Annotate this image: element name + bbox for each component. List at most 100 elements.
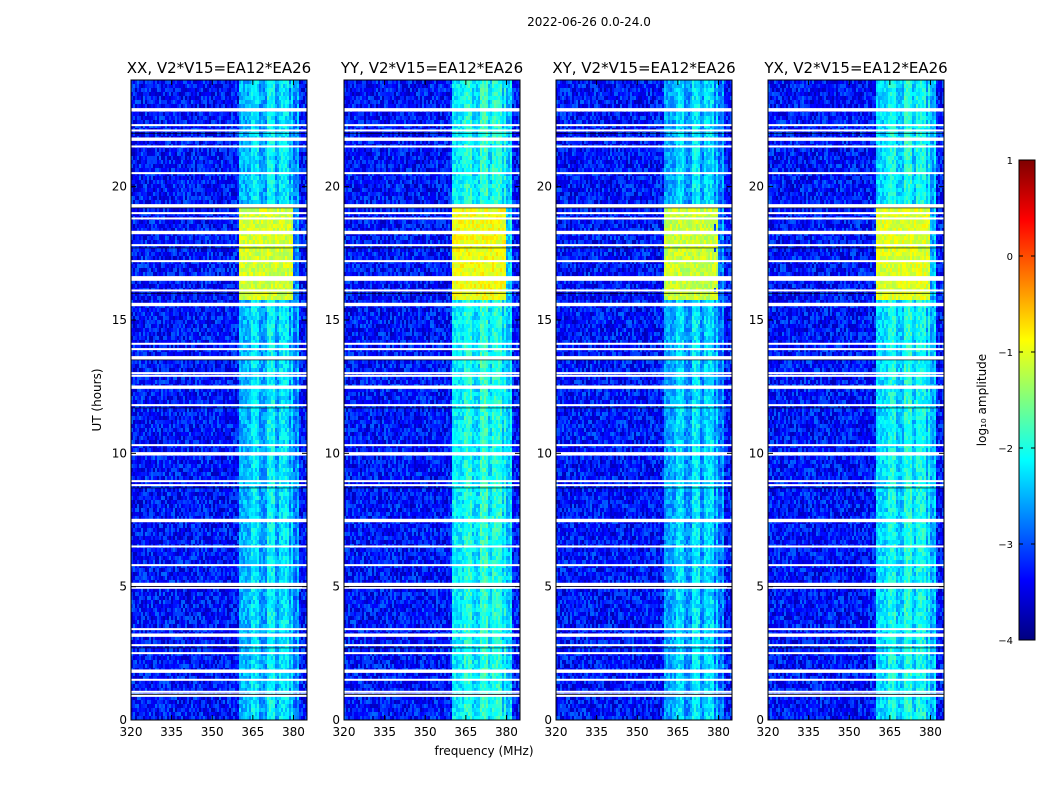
flagged-row xyxy=(131,212,307,215)
flagged-row xyxy=(768,276,944,280)
flagged-row xyxy=(344,212,520,215)
x-tick-label: 350 xyxy=(838,725,861,739)
heatmap-image xyxy=(344,80,520,720)
y-tick-label: 5 xyxy=(756,580,764,594)
flagged-row xyxy=(131,374,307,377)
flagged-row xyxy=(131,276,307,280)
flagged-row xyxy=(768,217,944,220)
x-tick-label: 335 xyxy=(585,725,608,739)
flagged-row xyxy=(768,633,944,637)
flagged-row xyxy=(131,356,307,360)
flagged-row xyxy=(768,404,944,407)
y-tick-label: 15 xyxy=(749,313,764,327)
flagged-row xyxy=(556,480,732,483)
y-tick-label: 5 xyxy=(119,580,127,594)
flagged-row xyxy=(131,137,307,141)
flagged-row xyxy=(556,628,732,631)
flagged-row xyxy=(556,644,732,647)
flagged-row xyxy=(131,289,307,292)
flagged-row xyxy=(556,586,732,589)
y-tick-label: 5 xyxy=(544,580,552,594)
x-tick-label: 350 xyxy=(626,725,649,739)
flagged-row xyxy=(131,564,307,567)
y-axis-label: UT (hours) xyxy=(90,368,104,431)
flagged-row xyxy=(768,145,944,148)
flagged-row xyxy=(131,172,307,175)
x-tick-label: 335 xyxy=(373,725,396,739)
flagged-row xyxy=(768,372,944,375)
flagged-row xyxy=(131,452,307,456)
y-tick-label: 0 xyxy=(332,713,340,727)
flagged-row xyxy=(344,289,520,292)
axes-frame xyxy=(130,79,308,721)
figure-suptitle: 2022-06-26 0.0-24.0 xyxy=(527,15,651,29)
y-tick-label: 10 xyxy=(325,446,340,460)
panel-title: XX, V2*V15=EA12*EA26 xyxy=(127,59,311,77)
colorbar-tick-label: −4 xyxy=(998,636,1013,647)
flagged-row xyxy=(344,628,520,631)
flagged-row xyxy=(344,230,520,235)
flagged-row xyxy=(131,480,307,483)
flagged-row xyxy=(131,693,307,697)
flagged-row xyxy=(768,652,944,655)
flagged-row xyxy=(344,356,520,360)
flagged-row xyxy=(556,230,732,235)
x-tick-label: 380 xyxy=(495,725,518,739)
flagged-row xyxy=(131,484,307,487)
flagged-row xyxy=(344,129,520,132)
flagged-row xyxy=(768,586,944,589)
x-tick-label: 320 xyxy=(333,725,356,739)
flagged-row xyxy=(344,348,520,351)
flagged-row xyxy=(556,652,732,655)
axes-frame xyxy=(343,79,521,721)
x-tick-label: 380 xyxy=(707,725,730,739)
flagged-row xyxy=(768,356,944,360)
heatmap-image xyxy=(556,80,732,720)
flagged-row xyxy=(768,204,944,208)
flagged-row xyxy=(131,690,307,693)
flagged-row xyxy=(768,564,944,567)
flagged-row xyxy=(344,693,520,697)
panels: XX, V2*V15=EA12*EA26 320 335 350 365 380 0 5 10 1… xyxy=(112,59,948,739)
y-tick-label: 20 xyxy=(537,180,552,194)
flagged-row xyxy=(768,693,944,697)
heatmap-image xyxy=(768,80,944,720)
flagged-row xyxy=(131,644,307,647)
flagged-row xyxy=(344,217,520,220)
flagged-row xyxy=(344,480,520,483)
flagged-row xyxy=(344,669,520,673)
flagged-row xyxy=(344,444,520,447)
flagged-row xyxy=(131,342,307,345)
y-tick-label: 15 xyxy=(112,313,127,327)
flagged-row xyxy=(556,137,732,141)
flagged-row xyxy=(556,302,732,307)
y-tick-label: 15 xyxy=(325,313,340,327)
colorbar-tick-label: 0 xyxy=(1007,252,1013,263)
x-tick-label: 320 xyxy=(545,725,568,739)
flagged-row xyxy=(344,690,520,693)
flagged-row xyxy=(556,342,732,345)
flagged-row xyxy=(768,385,944,389)
flagged-row xyxy=(344,374,520,377)
flagged-row xyxy=(344,244,520,247)
x-tick-label: 335 xyxy=(160,725,183,739)
flagged-row xyxy=(344,586,520,589)
flagged-row xyxy=(131,108,307,112)
x-tick-label: 380 xyxy=(282,725,305,739)
colorbar: 1 0 −1 −2 −3 −4 log₁₀ amplitude xyxy=(975,156,1036,647)
flagged-row xyxy=(131,278,307,281)
flagged-row xyxy=(131,217,307,220)
y-tick-label: 20 xyxy=(325,180,340,194)
flagged-row xyxy=(556,289,732,292)
flagged-row xyxy=(344,518,520,523)
colorbar-tick-label: −3 xyxy=(998,540,1013,551)
flagged-row xyxy=(556,278,732,281)
flagged-row xyxy=(768,302,944,307)
flagged-row xyxy=(131,545,307,548)
flagged-row xyxy=(344,644,520,647)
flagged-row xyxy=(131,145,307,148)
x-tick-label: 365 xyxy=(666,725,689,739)
y-tick-label: 0 xyxy=(119,713,127,727)
x-axis-label: frequency (MHz) xyxy=(434,744,533,758)
flagged-row xyxy=(556,374,732,377)
